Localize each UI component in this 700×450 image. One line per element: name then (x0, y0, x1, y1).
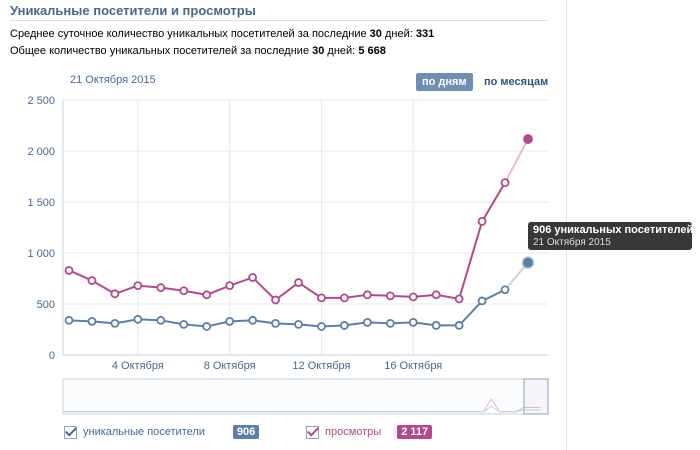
series-point-0 (156, 283, 166, 293)
series-point-1 (431, 321, 441, 330)
total-days: 30 (312, 45, 325, 57)
series-point-0 (477, 216, 487, 226)
series-point-1 (521, 256, 535, 270)
x-tick-label: 8 Октября (204, 360, 256, 372)
series-point-0 (110, 289, 120, 299)
series-point-1 (500, 285, 510, 295)
series-point-0 (385, 291, 395, 301)
series-point-1 (225, 316, 235, 326)
x-tick-label: 16 Октября (384, 360, 442, 372)
avg-prefix: Среднее суточное количество уникальных п… (10, 28, 370, 40)
series-point-0 (225, 281, 235, 291)
by-month-button[interactable]: по месяцам (484, 76, 549, 88)
title-rule (10, 20, 548, 21)
series-point-1 (339, 321, 349, 330)
series-point-1 (202, 322, 212, 331)
series-point-0 (431, 290, 441, 300)
data-tooltip: 906 уникальных посетителей 21 Октября 20… (528, 222, 694, 250)
series-point-0 (202, 290, 212, 300)
legend-visitors[interactable]: уникальные посетители 906 (64, 425, 260, 439)
series-point-1 (271, 318, 280, 328)
series-point-1 (110, 318, 120, 328)
y-tick-label: 500 (37, 299, 55, 311)
series-point-1 (133, 314, 143, 324)
y-tick-label: 2 500 (27, 95, 55, 107)
series-point-0 (523, 134, 533, 144)
avg-days: 30 (369, 28, 382, 40)
total-prefix: Общее количество уникальных посетителей … (10, 45, 313, 57)
total-mid: дней: (324, 45, 359, 57)
series-point-0 (179, 286, 189, 296)
avg-daily-visitors-stat: Среднее суточное количество уникальных п… (10, 28, 434, 40)
x-tick-label: 12 Октября (292, 360, 350, 372)
tooltip-value: 906 уникальных посетителей (533, 224, 694, 236)
tooltip-date: 21 Октября 2015 (533, 237, 611, 248)
legend-views-value-badge: 2 117 (397, 425, 433, 439)
series-point-1 (294, 319, 303, 329)
navigator-selection-handle (523, 378, 549, 415)
series-point-0 (454, 294, 464, 304)
legend-views-label: просмотры (325, 426, 382, 438)
y-tick-label: 1 000 (27, 248, 55, 260)
views-checkbox-icon[interactable] (306, 425, 319, 439)
section-title: Уникальные посетители и просмотры (10, 3, 256, 18)
series-point-1 (408, 317, 418, 327)
legend-visitors-label: уникальные посетители (83, 426, 205, 438)
series-point-1 (156, 315, 166, 325)
avg-value: 331 (415, 28, 435, 40)
navigator-visitors-line (63, 405, 540, 413)
y-tick-label: 0 (49, 350, 55, 362)
series-point-0 (362, 290, 372, 300)
series-point-0 (339, 293, 349, 303)
total-value: 5 668 (358, 45, 386, 57)
series-point-0 (500, 178, 510, 188)
series-point-1 (248, 315, 258, 325)
series-line-tail-0 (504, 138, 529, 184)
x-tick-label: 4 Октября (112, 360, 164, 372)
legend-views[interactable]: просмотры 2 117 (306, 425, 433, 439)
series-point-1 (179, 319, 189, 329)
current-date-label: 21 Октября 2015 (70, 74, 156, 86)
y-tick-label: 2 000 (27, 146, 55, 158)
series-point-1 (477, 296, 487, 306)
series-point-0 (133, 281, 143, 291)
series-point-0 (64, 265, 74, 275)
series-point-0 (271, 295, 280, 305)
plot-area (63, 100, 548, 355)
series-point-1 (317, 322, 326, 331)
series-point-0 (294, 278, 303, 287)
series-point-0 (248, 273, 258, 282)
navigator-panel (62, 378, 549, 415)
avg-mid: дней: (381, 28, 416, 40)
y-tick-label: 1 500 (27, 197, 55, 209)
series-point-0 (408, 292, 418, 302)
legend-visitors-value-badge: 906 (232, 425, 260, 439)
series-point-0 (317, 293, 326, 303)
series-point-1 (87, 316, 97, 326)
series-point-1 (362, 317, 372, 327)
series-point-1 (64, 315, 74, 325)
total-visitors-stat: Общее количество уникальных посетителей … (10, 45, 386, 57)
series-point-1 (454, 321, 464, 330)
series-point-0 (87, 276, 97, 285)
visitors-checkbox-icon[interactable] (64, 425, 77, 439)
by-day-button[interactable]: по дням (416, 73, 473, 91)
series-point-1 (385, 318, 395, 328)
series-line-tail-1 (504, 261, 529, 291)
